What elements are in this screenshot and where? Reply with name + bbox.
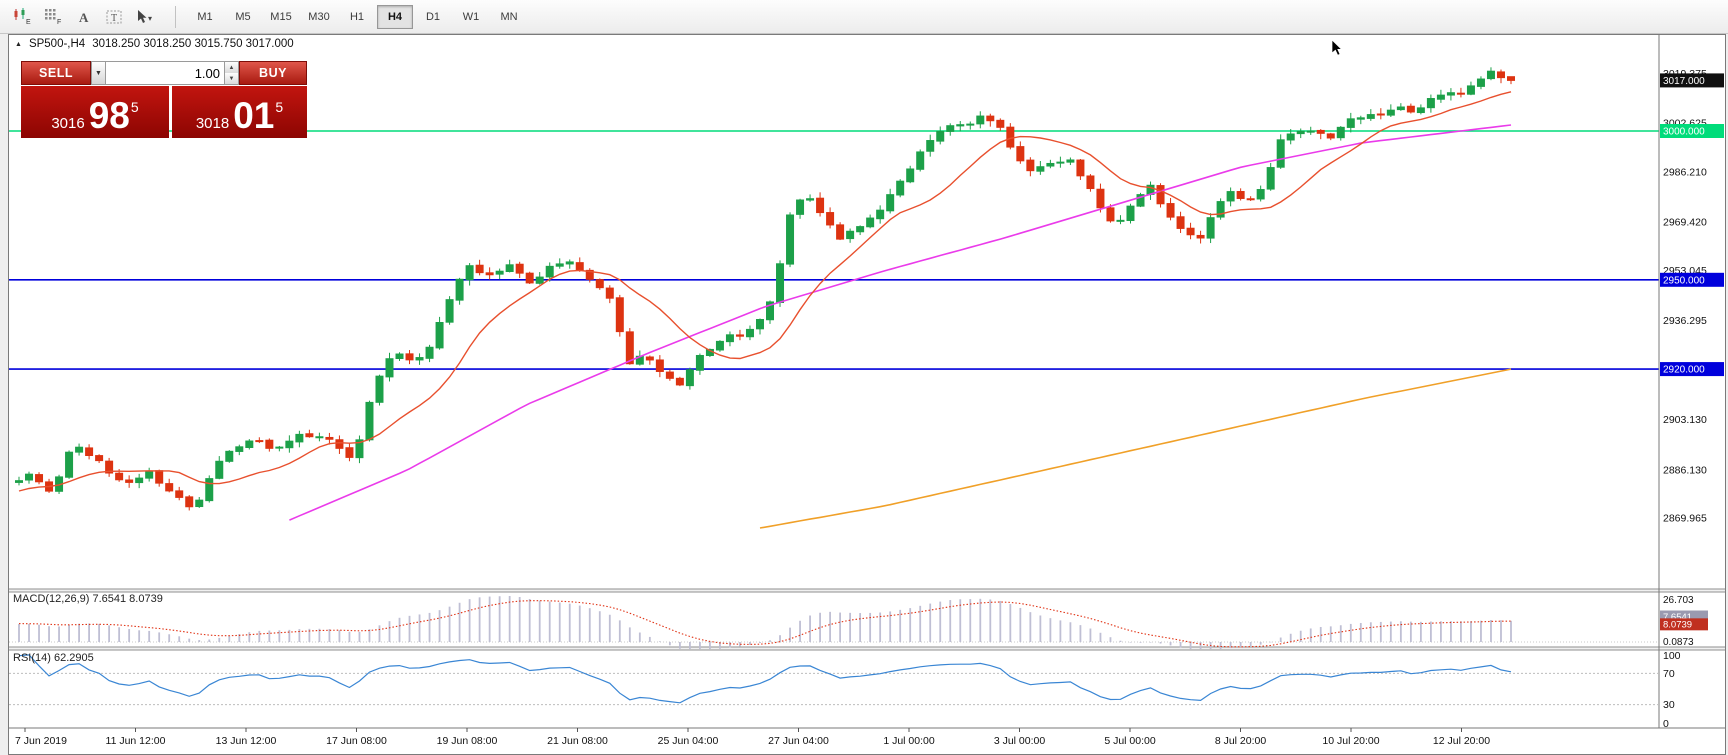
sell-price-big: 98 <box>88 95 130 137</box>
pane-frames <box>9 35 1725 729</box>
svg-text:19 Jun 08:00: 19 Jun 08:00 <box>437 735 498 747</box>
svg-text:2969.420: 2969.420 <box>1663 217 1707 229</box>
cursor-tool-icon[interactable]: ▾ <box>131 4 160 30</box>
mouse-cursor-icon <box>1331 39 1343 56</box>
svg-text:10 Jul 20:00: 10 Jul 20:00 <box>1322 735 1379 747</box>
svg-text:F: F <box>57 19 61 25</box>
timeframe-button-m5[interactable]: M5 <box>235 10 251 23</box>
buy-price-sup: 5 <box>275 99 284 115</box>
svg-text:3000.000: 3000.000 <box>1663 127 1705 138</box>
one-click-trading-panel: SELL ▼ ▲ ▼ BUY 3016 98 5 3018 01 5 <box>21 61 307 138</box>
chart-marker-icon: ▲ <box>15 40 22 48</box>
timeframe-button-m15[interactable]: M15 <box>270 10 292 23</box>
buy-price-big: 01 <box>233 95 275 137</box>
volume-spinner: ▲ ▼ <box>224 61 239 85</box>
svg-text:2986.210: 2986.210 <box>1663 167 1707 179</box>
svg-text:1 Jul 00:00: 1 Jul 00:00 <box>883 735 935 747</box>
svg-text:A: A <box>79 10 89 25</box>
timeframe-button-d1[interactable]: D1 <box>425 10 441 23</box>
svg-text:7.6541: 7.6541 <box>1663 612 1692 623</box>
svg-text:8 Jul 20:00: 8 Jul 20:00 <box>1215 735 1267 747</box>
sell-price-prefix: 3016 <box>51 115 85 132</box>
chart-ohlc-values: 3018.250 3018.250 3015.750 3017.000 <box>92 38 294 50</box>
grid-icon[interactable]: F <box>38 4 67 30</box>
order-type-dropdown-button[interactable]: ▼ <box>91 61 106 85</box>
timeframe-buttons-group: M1 M5 M15 M30 H1 H4 D1 W1 MN <box>186 4 528 29</box>
svg-text:0: 0 <box>1663 718 1669 730</box>
svg-text:3017.000: 3017.000 <box>1663 76 1705 87</box>
svg-text:E: E <box>26 19 31 25</box>
volume-input[interactable] <box>106 64 224 82</box>
toolbar-icons-group: E F A T ▾ <box>6 4 161 30</box>
svg-text:25 Jun 04:00: 25 Jun 04:00 <box>658 735 719 747</box>
text-annotation-icon[interactable]: A <box>69 4 98 30</box>
chart-title: ▲ SP500-,H4 3018.250 3018.250 3015.750 3… <box>15 38 294 50</box>
timeframe-button-m30[interactable]: M30 <box>308 10 330 23</box>
svg-text:21 Jun 08:00: 21 Jun 08:00 <box>547 735 608 747</box>
chart-symbol-timeframe: SP500-,H4 <box>28 38 86 50</box>
buy-price-prefix: 3018 <box>195 115 230 132</box>
svg-text:T: T <box>111 13 117 24</box>
svg-text:17 Jun 08:00: 17 Jun 08:00 <box>326 735 387 747</box>
toolbar-separator <box>175 5 176 28</box>
svg-text:2886.130: 2886.130 <box>1663 464 1707 476</box>
text-box-icon[interactable]: T <box>100 4 129 30</box>
timeframe-button-h1[interactable]: H1 <box>349 10 365 23</box>
sell-button[interactable]: SELL <box>21 61 91 85</box>
macd-indicator-label: MACD(12,26,9) 7.6541 8.0739 <box>13 593 163 605</box>
svg-text:11 Jun 12:00: 11 Jun 12:00 <box>106 735 166 747</box>
svg-text:5 Jul 00:00: 5 Jul 00:00 <box>1104 735 1156 747</box>
svg-text:3 Jul 00:00: 3 Jul 00:00 <box>994 735 1046 747</box>
svg-text:2920.000: 2920.000 <box>1663 365 1705 376</box>
volume-spinner-down[interactable]: ▼ <box>225 73 238 84</box>
chart-window[interactable]: 3019.3753002.6252986.2102969.4202953.045… <box>8 34 1726 755</box>
timeframe-button-mn[interactable]: MN <box>500 10 518 23</box>
svg-text:0.0873: 0.0873 <box>1663 637 1694 648</box>
svg-text:26.703: 26.703 <box>1663 595 1694 606</box>
price-axis[interactable]: 3019.3753002.6252986.2102969.4202953.045… <box>1660 68 1724 525</box>
one-click-price-row: 3016 98 5 3018 01 5 <box>21 86 307 138</box>
moving-averages-layer <box>18 91 1512 529</box>
macd-pane[interactable] <box>9 596 1659 650</box>
sell-price-button[interactable]: 3016 98 5 <box>21 86 169 138</box>
svg-text:70: 70 <box>1663 668 1675 680</box>
svg-text:2950.000: 2950.000 <box>1663 275 1705 286</box>
svg-text:12 Jul 20:00: 12 Jul 20:00 <box>1433 735 1490 747</box>
buy-price-button[interactable]: 3018 01 5 <box>172 86 307 138</box>
buy-button[interactable]: BUY <box>239 61 307 85</box>
svg-text:13 Jun 12:00: 13 Jun 12:00 <box>216 735 277 747</box>
svg-text:2903.130: 2903.130 <box>1663 414 1707 426</box>
svg-text:7 Jun 2019: 7 Jun 2019 <box>15 735 67 747</box>
timeframe-button-w1[interactable]: W1 <box>462 10 480 23</box>
chart-type-icon[interactable]: E <box>7 4 36 30</box>
svg-text:▾: ▾ <box>148 14 152 23</box>
candles-layer[interactable] <box>15 67 1515 511</box>
timeframe-button-h4[interactable]: H4 <box>377 4 413 29</box>
svg-text:100: 100 <box>1663 650 1681 662</box>
svg-text:27 Jun 04:00: 27 Jun 04:00 <box>768 735 829 747</box>
svg-text:2869.965: 2869.965 <box>1663 512 1707 524</box>
volume-spinner-up[interactable]: ▲ <box>225 62 238 73</box>
timeframe-button-m1[interactable]: M1 <box>197 10 213 23</box>
rsi-indicator-label: RSI(14) 62.2905 <box>13 652 94 664</box>
horizontal-level-lines <box>9 130 1659 370</box>
svg-text:2936.295: 2936.295 <box>1663 315 1707 327</box>
svg-text:8.0739: 8.0739 <box>1663 620 1692 631</box>
time-axis[interactable]: 7 Jun 2019 11 Jun 12:00 13 Jun 12:00 17 Jun… <box>15 728 1490 747</box>
chart-canvas[interactable]: 3019.3753002.6252986.2102969.4202953.045… <box>9 35 1725 754</box>
sell-price-sup: 5 <box>130 99 139 115</box>
volume-field-wrap <box>106 61 224 85</box>
one-click-order-row: SELL ▼ ▲ ▼ BUY <box>21 61 307 85</box>
rsi-pane[interactable] <box>9 654 1659 706</box>
chevron-down-icon: ▼ <box>95 69 102 77</box>
toolbar: E F A T ▾ M1 M5 M15 M30 H1 H4 D1 W1 MN <box>0 0 1728 34</box>
svg-text:30: 30 <box>1663 699 1675 711</box>
